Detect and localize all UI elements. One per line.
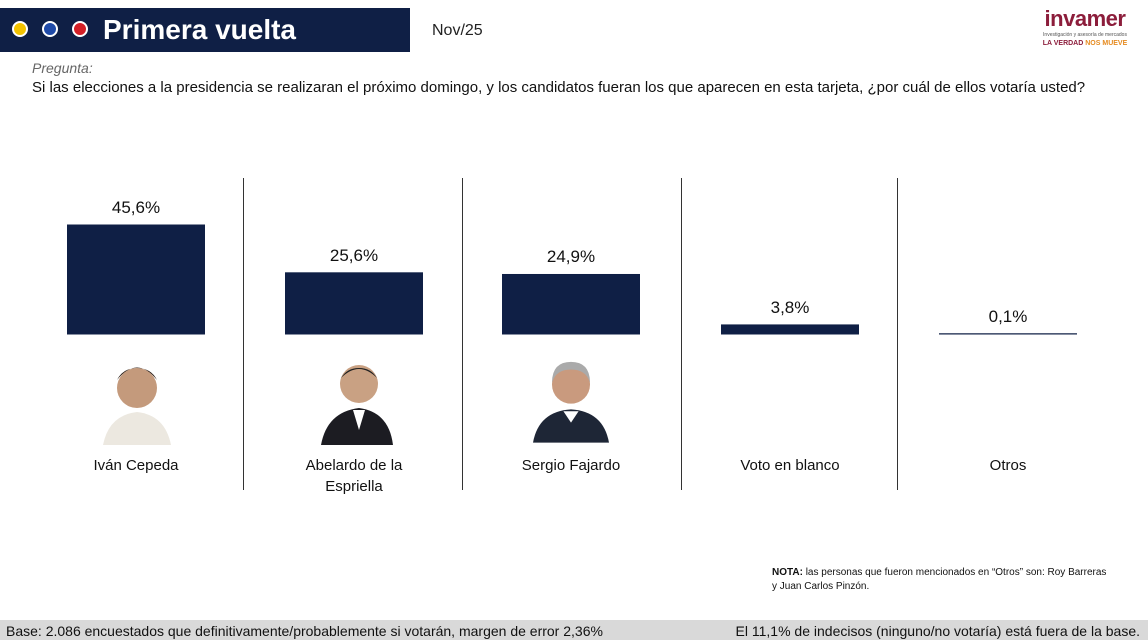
separator [681, 178, 682, 490]
category-label: Voto en blanco [740, 457, 840, 474]
logo-name: invamer [1044, 6, 1126, 31]
separator [462, 178, 463, 490]
category-label: Otros [989, 457, 1027, 474]
note: NOTA: las personas que fueron mencionado… [772, 566, 1112, 594]
value-label: 3,8% [770, 297, 810, 317]
title: Primera vuelta [103, 14, 296, 45]
slogan-accent: NOS MUEVE [1085, 40, 1128, 47]
bar [285, 272, 423, 335]
slogan: LA VERDAD [1042, 40, 1084, 47]
logo-tagline: Investigación y asesoría de mercados [1043, 32, 1127, 38]
note-text: las personas que fueron mencionados en “… [772, 567, 1107, 592]
question: Si las elecciones a la presidencia se re… [32, 79, 1086, 96]
candidate-photo [99, 350, 175, 445]
dot-blue [42, 21, 58, 37]
header-bar: Primera vuelta [0, 8, 410, 52]
question-label: Pregunta: [32, 60, 93, 76]
candidate-photo [533, 352, 609, 443]
logo-slogan: LA VERDAD NOS MUEVE [1030, 40, 1140, 47]
separator [897, 178, 898, 490]
bar [502, 273, 640, 335]
footer-left: Base: 2.086 encuestados que definitivame… [6, 623, 603, 639]
bar [67, 224, 205, 335]
note-label: NOTA: [772, 567, 803, 578]
separator [243, 178, 244, 490]
value-label: 45,6% [111, 198, 161, 217]
value-label: 24,9% [546, 247, 596, 267]
category-label: Iván Cepeda [93, 457, 179, 474]
date: Nov/25 [432, 22, 483, 39]
bar [721, 324, 859, 335]
candidate-photo [319, 350, 395, 445]
dot-yellow [12, 21, 28, 37]
category-label: Abelardo de la Espriella [305, 457, 403, 495]
value-label: 0,1% [988, 306, 1028, 326]
value-label: 25,6% [329, 245, 379, 265]
dot-red [72, 21, 88, 37]
category-label: Sergio Fajardo [521, 457, 621, 474]
footer-right: El 11,1% de indecisos (ninguno/no votarí… [735, 623, 1140, 639]
logo: invamer Investigación y asesoría de merc… [1030, 6, 1140, 47]
footer: Base: 2.086 encuestados que definitivame… [0, 620, 1148, 640]
